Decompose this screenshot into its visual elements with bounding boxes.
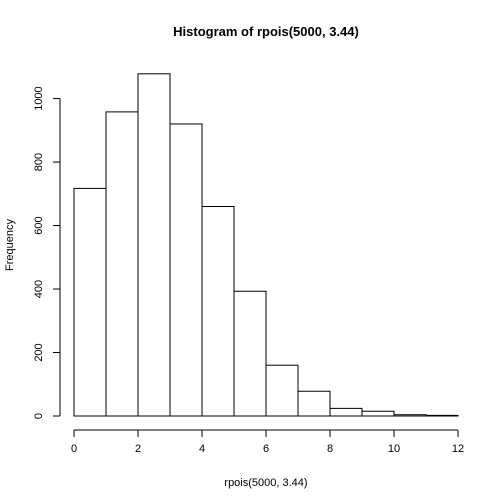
histogram-bar (73, 187, 107, 417)
y-axis-label: Frequency (4, 219, 16, 271)
y-tick-label: 400 (33, 280, 45, 298)
chart-title: Histogram of rpois(5000, 3.44) (173, 24, 359, 39)
histogram-bars (73, 73, 459, 417)
histogram-bar (361, 410, 395, 417)
x-tick-label: 10 (388, 443, 400, 455)
histogram-bar (329, 407, 363, 417)
y-tick-label: 1000 (33, 86, 45, 110)
x-tick-label: 8 (327, 443, 333, 455)
histogram-bar (137, 73, 171, 417)
x-tick-label: 2 (135, 443, 141, 455)
x-axis-label: rpois(5000, 3.44) (224, 477, 307, 489)
y-tick-label: 800 (33, 153, 45, 171)
y-tick-label: 600 (33, 216, 45, 234)
y-tick-label: 200 (33, 343, 45, 361)
histogram-bar (201, 205, 235, 417)
x-axis: 0 2 4 6 8 10 12 (71, 429, 464, 455)
x-tick-label: 6 (263, 443, 269, 455)
x-tick-label: 4 (199, 443, 205, 455)
histogram-bar (265, 364, 299, 417)
y-tick-label: 0 (33, 413, 45, 419)
x-tick-label: 12 (452, 443, 464, 455)
y-axis: 0 200 400 600 800 1000 (33, 86, 61, 419)
histogram-bar (169, 123, 203, 417)
histogram-bar (393, 414, 427, 417)
histogram-bar (297, 390, 331, 417)
histogram-bar (105, 111, 139, 417)
histogram-bar (425, 414, 459, 417)
histogram-bar (233, 290, 267, 417)
x-tick-label: 0 (71, 443, 77, 455)
